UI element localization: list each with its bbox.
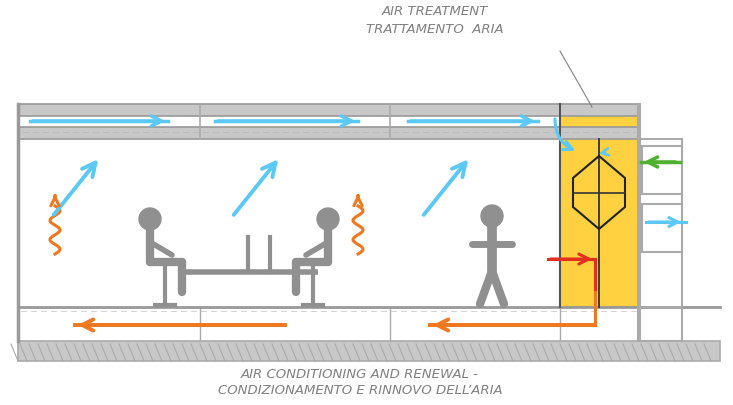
Circle shape: [317, 209, 339, 230]
Bar: [560, 105, 638, 307]
Circle shape: [139, 209, 161, 230]
Circle shape: [481, 205, 503, 228]
Text: AIR CONDITIONING AND RENEWAL -: AIR CONDITIONING AND RENEWAL -: [241, 368, 479, 381]
Text: TRATTAMENTO  ARIA: TRATTAMENTO ARIA: [366, 23, 504, 36]
Bar: [642, 147, 682, 194]
Bar: [642, 205, 682, 252]
Text: AIR TREATMENT: AIR TREATMENT: [382, 5, 488, 18]
Text: CONDIZIONAMENTO E RINNOVO DELL’ARIA: CONDIZIONAMENTO E RINNOVO DELL’ARIA: [218, 384, 502, 396]
Bar: [18, 341, 720, 361]
Bar: [18, 128, 640, 140]
Bar: [18, 105, 640, 117]
